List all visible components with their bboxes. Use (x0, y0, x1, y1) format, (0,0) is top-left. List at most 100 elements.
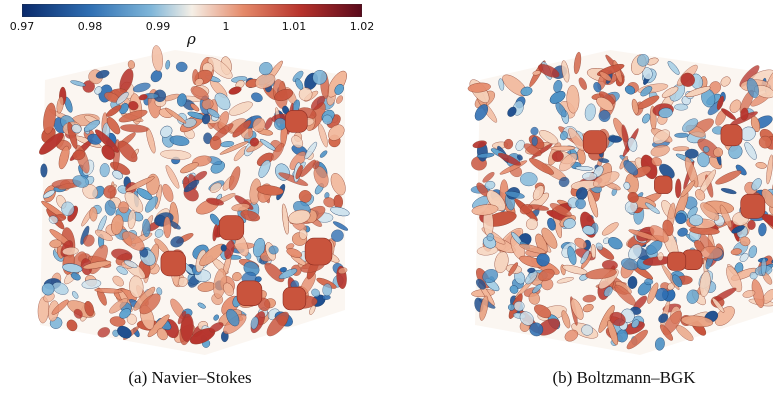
vortex-blob-low-density (749, 272, 758, 280)
vortex-blob-low-density (513, 301, 525, 312)
vortex-blob-low-density (116, 266, 128, 275)
turbulence-render-a (37, 45, 350, 355)
vortex-tube-high-density (538, 268, 555, 282)
vortex-core-blob (236, 280, 263, 307)
vortex-tube-high-density (180, 162, 199, 174)
vortex-blob-low-density (268, 245, 279, 255)
vortex-tube-high-density (471, 204, 499, 216)
caption-b: (b) Boltzmann–BGK (552, 368, 696, 387)
vortex-tube-high-density (94, 288, 123, 294)
vortex-blob-low-density (624, 85, 636, 95)
vortex-tube-high-density (716, 95, 724, 110)
vortex-blob-low-density (624, 200, 638, 214)
vortex-blob-low-density (498, 78, 505, 91)
vortex-blob-low-density (584, 103, 596, 121)
vortex-tube-high-density (537, 64, 560, 78)
vortex-blob-low-density (509, 285, 519, 294)
vortex-blob-low-density (322, 283, 333, 297)
vortex-tube-high-density (127, 210, 136, 230)
vortex-blob-low-density (144, 196, 159, 213)
vortex-tube-high-density (298, 228, 308, 240)
vortex-tube-high-density (750, 116, 761, 133)
vortex-core-blob (160, 250, 186, 277)
vortex-blob-low-density (220, 141, 235, 148)
vortex-blob-low-density (520, 172, 538, 187)
vortex-tube-high-density (97, 327, 111, 338)
vortex-tube-high-density (190, 103, 200, 112)
vortex-tube-high-density (281, 203, 289, 235)
vortex-tube-high-density (129, 275, 144, 298)
vortex-blob-low-density (532, 284, 542, 294)
vortex-blob-low-density (84, 119, 100, 132)
vortex-tube-high-density (739, 236, 751, 247)
vortex-tube-high-density (43, 102, 56, 135)
vortex-tube-high-density (67, 122, 78, 149)
vortex-tube-high-density (255, 73, 276, 89)
vortex-blob-low-density (758, 222, 767, 237)
vortex-tube-high-density (118, 201, 129, 214)
vortex-blob-low-density (156, 287, 163, 296)
vortex-tube-high-density (190, 86, 209, 101)
colorbar (22, 4, 362, 17)
vortex-blob-low-density (154, 228, 164, 238)
vortex-tube-high-density (740, 107, 749, 121)
vortex-tube-high-density (228, 101, 253, 116)
vortex-blob-low-density (674, 103, 689, 111)
vortex-blob-low-density (319, 150, 328, 158)
vortex-blob-low-density (183, 118, 197, 128)
vortex-tube-high-density (162, 183, 174, 202)
vortex-tube-high-density (83, 234, 95, 247)
vortex-tube-high-density (479, 295, 489, 321)
vortex-tube-high-density (549, 203, 572, 217)
vortex-tube-high-density (497, 152, 521, 166)
vortex-tube-high-density (539, 130, 559, 145)
vortex-blob-low-density (575, 166, 594, 171)
vortex-blob-low-density (334, 84, 344, 95)
vortex-tube-high-density (109, 316, 126, 327)
vortex-blob-low-density (312, 69, 328, 85)
colorbar-tick: 0.97 (9, 20, 35, 33)
vortex-blob-low-density (689, 214, 703, 226)
vortex-blob-low-density (175, 61, 188, 73)
vortex-tube-high-density (338, 267, 348, 275)
vortex-blob-low-density (311, 288, 320, 298)
vortex-tube-high-density (467, 82, 491, 93)
vortex-tube-high-density (574, 237, 587, 249)
vortex-tube-high-density (56, 96, 64, 114)
vortex-tube-high-density (672, 146, 690, 152)
vortex-blob-low-density (71, 124, 82, 134)
vortex-tube-high-density (94, 129, 120, 153)
vortex-tube-high-density (482, 171, 495, 183)
vortex-tube-high-density (650, 144, 670, 157)
vortex-tube-high-density (207, 57, 233, 79)
vortex-tube-high-density (336, 95, 343, 104)
vortex-blob-low-density (593, 82, 602, 93)
vortex-blob-low-density (220, 244, 227, 252)
vortex-blob-low-density (95, 70, 110, 79)
vortex-core-blob (582, 130, 607, 155)
vortex-tube-high-density (291, 135, 304, 149)
vortex-tube-high-density (206, 197, 224, 206)
vortex-blob-low-density (563, 218, 576, 229)
vortex-tube-high-density (323, 197, 336, 208)
vortex-tube-high-density (58, 145, 70, 170)
vortex-tube-high-density (661, 86, 679, 98)
vortex-blob-low-density (598, 110, 611, 122)
vortex-tube-high-density (651, 157, 662, 167)
vortex-tube-high-density (659, 324, 674, 341)
vortex-tube-high-density (180, 313, 194, 342)
vortex-tube-high-density (232, 272, 242, 282)
vortex-tube-high-density (585, 268, 617, 280)
vortex-blob-low-density (608, 135, 622, 143)
vortex-tube-high-density (715, 170, 742, 185)
vortex-blob-low-density (771, 256, 773, 264)
vortex-blob-low-density (332, 221, 349, 231)
vortex-blob-low-density (529, 322, 544, 337)
vortex-blob-low-density (686, 289, 699, 304)
vortex-blob-low-density (62, 263, 83, 273)
vortex-tube-high-density (729, 99, 742, 113)
vortex-blob-low-density (71, 291, 79, 299)
vortex-blob-low-density (644, 202, 660, 214)
vortex-blob-low-density (627, 276, 638, 289)
vortex-blob-low-density (519, 311, 534, 326)
